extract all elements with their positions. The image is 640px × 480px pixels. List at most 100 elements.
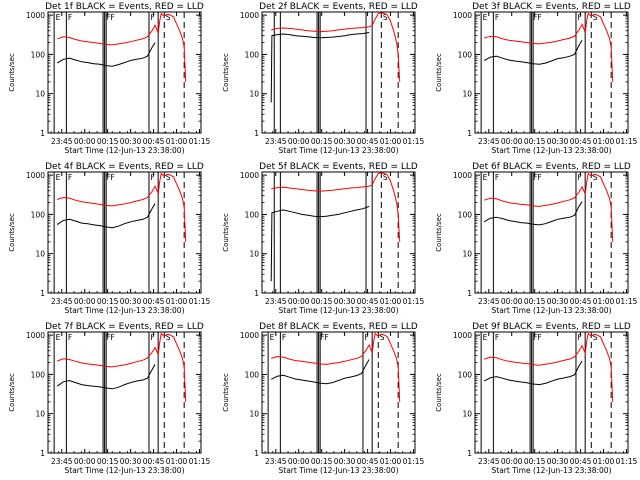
- x-tick-label: 00:00: [74, 457, 96, 466]
- lld-series-line: [57, 172, 187, 242]
- y-axis-label: Counts/sec: [435, 373, 443, 412]
- lld-series-line: [271, 172, 401, 242]
- x-axis-label: Start Time (12-Jun-13 23:38:00): [279, 466, 399, 475]
- x-tick-label: 00:45: [143, 297, 165, 306]
- marker-label: F: [282, 333, 286, 342]
- marker-label: E: [483, 333, 488, 342]
- y-tick-label: 100: [245, 370, 260, 379]
- x-tick-label: 00:15: [311, 297, 333, 306]
- y-tick-label: 100: [31, 50, 46, 59]
- x-tick-label: 00:15: [524, 457, 546, 466]
- y-tick-label: 10: [35, 250, 45, 259]
- y-tick-label: 1: [254, 129, 259, 138]
- events-series-line: [56, 42, 156, 67]
- y-tick-label: 100: [245, 210, 260, 219]
- y-tick-label: 1000: [26, 331, 45, 340]
- x-tick-label: 23:45: [265, 297, 287, 306]
- x-tick-label: 00:30: [120, 457, 142, 466]
- plot-frame: [261, 331, 416, 454]
- x-tick-label: 00:15: [97, 457, 119, 466]
- x-tick-label: 00:00: [288, 457, 310, 466]
- x-tick-label: 23:45: [265, 137, 287, 146]
- x-tick-label: 00:45: [143, 137, 165, 146]
- marker-label: E: [270, 333, 275, 342]
- y-tick-label: 1: [467, 129, 472, 138]
- plot-frame: [47, 171, 202, 294]
- lld-series-line: [484, 172, 614, 242]
- y-tick-label: 100: [458, 370, 473, 379]
- x-tick-label: 00:00: [288, 297, 310, 306]
- x-tick-label: 01:15: [616, 297, 638, 306]
- y-tick-label: 1: [254, 289, 259, 298]
- y-tick-label: 1000: [26, 171, 45, 180]
- marker-label: S: [593, 13, 598, 22]
- x-tick-label: 23:45: [478, 137, 500, 146]
- detector-panel-4f: Det 4f BLACK = Events, RED = LLD Counts/s…: [8, 162, 210, 315]
- lld-series-line: [57, 332, 187, 402]
- marker-label: FF: [533, 13, 542, 22]
- detector-panel-9f: Det 9f BLACK = Events, RED = LLD Counts/s…: [435, 322, 637, 475]
- lld-series-line: [57, 12, 187, 82]
- plot-frame: [474, 331, 629, 454]
- panel-title: Det 3f BLACK = Events, RED = LLD: [472, 2, 631, 12]
- x-tick-label: 00:15: [97, 137, 119, 146]
- x-tick-label: 23:45: [51, 137, 73, 146]
- y-tick-label: 1: [40, 289, 45, 298]
- y-axis-label: Counts/sec: [8, 53, 16, 92]
- panel-title: Det 2f BLACK = Events, RED = LLD: [259, 2, 418, 12]
- x-tick-label: 01:00: [593, 297, 615, 306]
- events-series-line: [270, 205, 370, 282]
- x-tick-label: 23:45: [478, 297, 500, 306]
- detector-panel-1f: Det 1f BLACK = Events, RED = LLD Counts/s…: [8, 2, 210, 155]
- events-series-line: [483, 201, 583, 226]
- x-tick-label: 00:30: [120, 297, 142, 306]
- y-tick-label: 100: [458, 210, 473, 219]
- y-tick-label: 1000: [240, 331, 259, 340]
- x-tick-label: 00:00: [501, 297, 523, 306]
- marker-label: S: [166, 333, 171, 342]
- y-tick-label: 1000: [240, 171, 259, 180]
- panel-title: Det 7f BLACK = Events, RED = LLD: [45, 322, 204, 332]
- x-tick-label: 01:15: [616, 137, 638, 146]
- y-axis-label: Counts/sec: [222, 213, 230, 252]
- x-tick-label: 01:00: [380, 297, 402, 306]
- x-axis-label: Start Time (12-Jun-13 23:38:00): [65, 466, 185, 475]
- detector-panel-8f: Det 8f BLACK = Events, RED = LLD Counts/s…: [222, 322, 424, 475]
- plot-frame: [261, 11, 416, 134]
- x-tick-label: 00:45: [357, 297, 379, 306]
- x-tick-label: 00:00: [74, 297, 96, 306]
- x-tick-label: 01:00: [166, 137, 188, 146]
- x-tick-label: 00:30: [547, 297, 569, 306]
- marker-label: F: [68, 333, 72, 342]
- marker-label: F: [364, 333, 368, 342]
- x-tick-label: 23:45: [478, 457, 500, 466]
- marker-label: F: [495, 333, 499, 342]
- y-tick-label: 1000: [453, 171, 472, 180]
- x-tick-label: 01:15: [403, 137, 425, 146]
- detector-panel-2f: Det 2f BLACK = Events, RED = LLD Counts/s…: [222, 2, 424, 155]
- x-tick-label: 00:30: [547, 137, 569, 146]
- x-tick-label: 01:15: [189, 297, 211, 306]
- events-series-line: [270, 32, 370, 103]
- marker-label: F: [150, 173, 154, 182]
- y-tick-label: 10: [35, 410, 45, 419]
- y-tick-label: 1000: [26, 11, 45, 20]
- marker-label: E: [56, 173, 61, 182]
- lld-series-line: [271, 332, 401, 402]
- marker-label: FF: [533, 173, 542, 182]
- y-tick-label: 10: [35, 90, 45, 99]
- marker-label: F: [150, 13, 154, 22]
- x-tick-label: 00:15: [97, 297, 119, 306]
- events-series-line: [483, 360, 583, 386]
- x-axis-label: Start Time (12-Jun-13 23:38:00): [492, 466, 612, 475]
- marker-label: FF: [106, 13, 115, 22]
- marker-label: E: [56, 333, 61, 342]
- x-axis-label: Start Time (12-Jun-13 23:38:00): [65, 146, 185, 155]
- y-tick-label: 1000: [240, 11, 259, 20]
- x-tick-label: 00:30: [120, 137, 142, 146]
- y-tick-label: 10: [249, 250, 259, 259]
- y-axis-label: Counts/sec: [8, 213, 16, 252]
- panel-title: Det 6f BLACK = Events, RED = LLD: [472, 162, 631, 172]
- plot-frame: [474, 11, 629, 134]
- marker-label: S: [380, 333, 385, 342]
